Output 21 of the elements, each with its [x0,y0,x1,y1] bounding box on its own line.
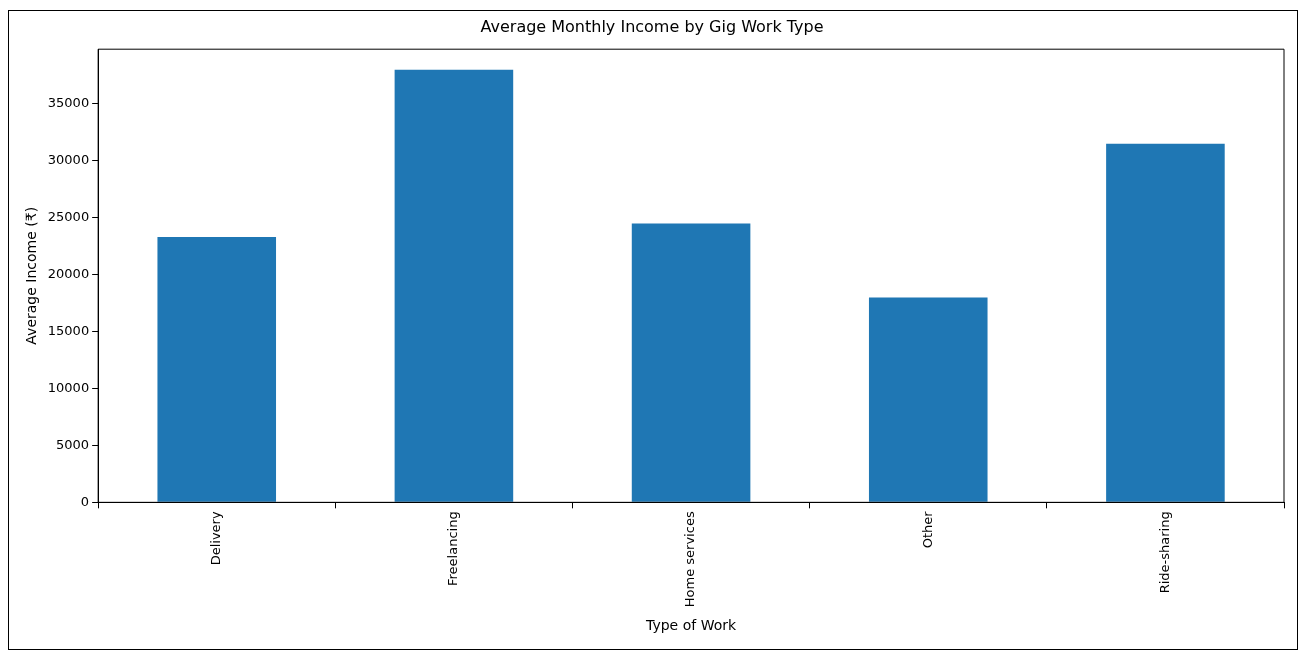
x-tick-label: Delivery [208,511,224,566]
y-tick-label: 10000 [47,379,90,395]
x-tick-label: Ride-sharing [1156,511,1172,594]
bar [394,69,514,502]
bar [631,223,751,502]
y-tick-label: 0 [80,493,90,509]
y-tick-label: 15000 [47,322,90,338]
y-tick-label: 20000 [47,266,90,282]
y-tick-label: 5000 [56,436,90,452]
x-axis-title: Type of Work [645,617,737,634]
x-tick-label: Freelancing [445,511,461,586]
x-tick-label: Home services [682,511,698,608]
bar [1106,143,1225,502]
bar [868,297,988,502]
bar [157,237,277,502]
chart-title: Average Monthly Income by Gig Work Type [480,16,824,36]
y-axis-title: Average Income (₹) [23,206,40,345]
y-tick-label: 35000 [47,95,90,111]
y-tick-label: 25000 [47,209,90,225]
x-tick-label: Other [919,510,935,549]
y-tick-label: 30000 [47,152,90,168]
